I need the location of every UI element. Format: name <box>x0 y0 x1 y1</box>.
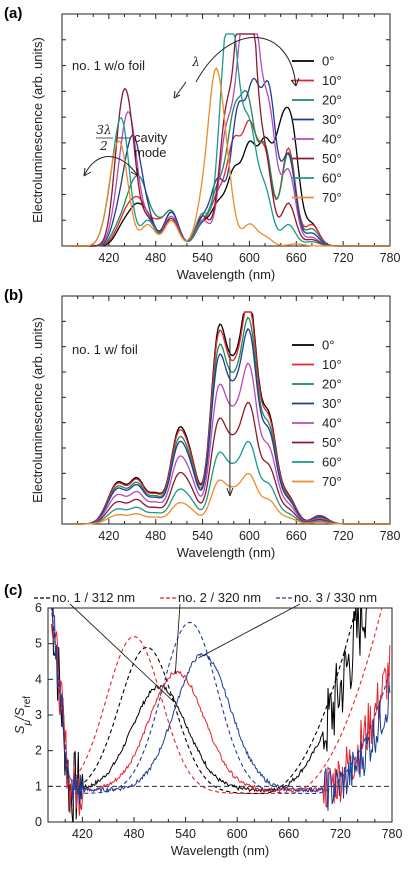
annotation-mode: mode <box>134 145 167 160</box>
arrow-head <box>226 487 234 497</box>
legend-label: 10° <box>322 73 342 88</box>
legend-label: 40° <box>322 416 342 431</box>
annotation-3lambda: 3λ <box>96 123 111 137</box>
arrow-head <box>83 167 92 177</box>
series-line-dashed <box>51 608 357 794</box>
x-axis-label: Wavelength (nm) <box>177 267 276 282</box>
x-tick-label: 420 <box>98 251 119 265</box>
legend-label: 60° <box>322 171 342 186</box>
legend-label: 70° <box>322 474 342 489</box>
x-tick-label: 600 <box>227 827 248 841</box>
legend-label: 70° <box>322 190 342 205</box>
y-tick-label: 1 <box>35 779 42 793</box>
legend-label: 50° <box>322 435 342 450</box>
legend-label: no. 2 / 320 nm <box>178 590 261 605</box>
x-axis-label: Wavelength (nm) <box>177 545 276 560</box>
plot-frame <box>61 295 391 525</box>
x-tick-label: 780 <box>382 827 403 841</box>
series-line-dashed <box>51 608 390 795</box>
arrow-lambda <box>175 81 187 97</box>
x-axis-label: Wavelength (nm) <box>171 843 270 858</box>
legend-label: 50° <box>322 151 342 166</box>
y-tick-label: 6 <box>35 601 42 615</box>
x-tick-label: 420 <box>98 529 119 543</box>
x-tick-label: 660 <box>278 827 299 841</box>
x-tick-label: 720 <box>330 827 351 841</box>
x-tick-label: 600 <box>239 529 260 543</box>
annotation-cavity: cavity <box>134 130 168 145</box>
x-tick-label: 420 <box>72 827 93 841</box>
x-tick-label: 600 <box>239 251 260 265</box>
legend-label: 0° <box>322 54 334 69</box>
annotation-sample: no. 1 w/o foil <box>72 58 145 73</box>
x-tick-label: 720 <box>333 529 354 543</box>
y-axis-label: Electroluminescence (arb. units) <box>30 37 45 223</box>
legend-label: 0° <box>322 338 334 353</box>
arc-3lambda <box>83 156 139 177</box>
legend-label: 30° <box>322 396 342 411</box>
arrow-head <box>130 167 139 177</box>
panel-a: 420 480 540 600 660 720 780 Wavelength (nm) Elec… <box>30 13 401 282</box>
series-line <box>69 67 390 247</box>
legend-label: 30° <box>322 112 342 127</box>
legend-pointer <box>69 603 174 702</box>
annotation-lambda: λ <box>191 55 200 69</box>
series-line-solid <box>51 608 373 822</box>
y-tick-label: 2 <box>35 744 42 758</box>
legend-label: no. 3 / 330 nm <box>294 590 377 605</box>
panel-label-b: (b) <box>4 287 23 304</box>
series-line-solid <box>52 608 391 811</box>
y-tick-label: 5 <box>35 637 42 651</box>
x-tick-label: 660 <box>286 251 307 265</box>
arrow-head <box>173 90 181 99</box>
series-line-solid <box>50 624 391 816</box>
panel-label-c: (c) <box>4 582 22 599</box>
legend-label: 20° <box>322 377 342 392</box>
x-tick-label: 480 <box>145 529 166 543</box>
x-tick-label: 540 <box>192 251 213 265</box>
y-axis-label: Electroluminescence (arb. units) <box>30 317 45 503</box>
x-tick-label: 540 <box>175 827 196 841</box>
legend-label: 20° <box>322 93 342 108</box>
y-tick-label: 4 <box>35 672 42 686</box>
x-tick-label: 720 <box>333 251 354 265</box>
y-tick-label: 3 <box>35 708 42 722</box>
legend-label: 40° <box>322 132 342 147</box>
legend-label: 60° <box>322 455 342 470</box>
x-tick-label: 480 <box>145 251 166 265</box>
legend-pointer <box>198 603 301 659</box>
x-tick-label: 540 <box>192 529 213 543</box>
y-axis-label: Sμ/Sref <box>12 696 33 734</box>
annotation-two: 2 <box>99 139 108 153</box>
x-tick-label: 660 <box>286 529 307 543</box>
series-line <box>69 119 390 247</box>
arc-lambda <box>195 37 297 87</box>
x-tick-label: 480 <box>124 827 145 841</box>
legend-label: no. 1 / 312 nm <box>52 590 135 605</box>
panel-c: 420 480 540 600 660 720 780 Wavelength (nm) 0 1 2 3… <box>12 590 403 858</box>
panel-b: 420 480 540 600 660 720 780 Wavelength (nm) Elec… <box>30 295 401 560</box>
arrow-head <box>290 77 300 87</box>
plot-frame <box>61 13 391 247</box>
legend-label: 10° <box>322 357 342 372</box>
annotation-sample: no. 1 w/ foil <box>72 342 138 357</box>
y-tick-label: 0 <box>35 815 42 829</box>
legend-pointer <box>174 603 181 675</box>
x-tick-label: 780 <box>380 251 401 265</box>
panel-label-a: (a) <box>4 5 22 22</box>
x-tick-label: 780 <box>380 529 401 543</box>
